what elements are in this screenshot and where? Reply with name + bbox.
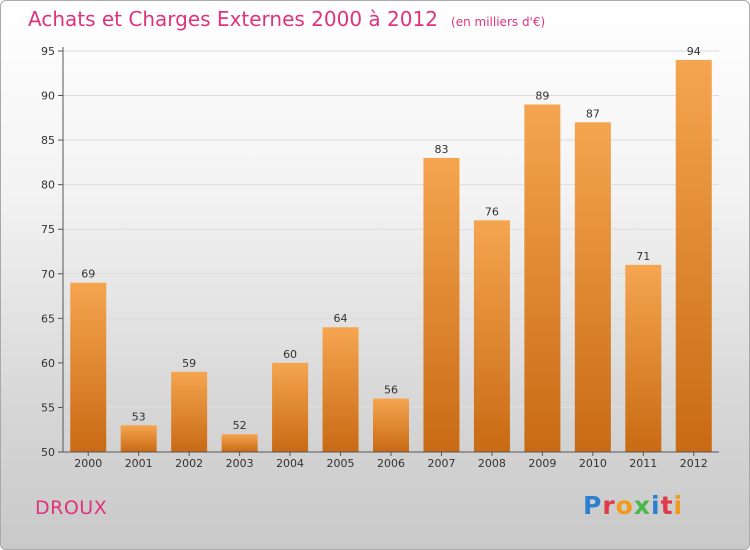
value-label-2006: 56 <box>384 384 398 397</box>
value-label-2008: 76 <box>485 205 499 218</box>
y-tick-label: 90 <box>41 90 55 103</box>
value-label-2001: 53 <box>132 410 146 423</box>
bar-2007 <box>423 157 460 452</box>
bar-2006 <box>373 398 409 452</box>
bar-2001 <box>120 425 157 452</box>
value-labels: 69 53 59 52 60 64 56 83 76 89 87 71 94 <box>81 45 701 432</box>
y-tick-label: 85 <box>41 134 55 147</box>
y-axis-ticks: 50 55 60 65 70 75 80 85 90 95 <box>41 45 63 459</box>
grid-lines <box>63 50 719 408</box>
bar-2011 <box>625 264 662 452</box>
axes <box>62 47 719 456</box>
x-tick-label-2008: 2008 <box>478 457 506 470</box>
brand-letter: i <box>673 491 684 520</box>
value-label-2003: 52 <box>233 419 247 432</box>
x-tick-label-2010: 2010 <box>579 457 607 470</box>
brand-letter: i <box>651 491 661 520</box>
x-tick-label-2012: 2012 <box>680 457 708 470</box>
brand-logo: Proxiti <box>583 491 683 520</box>
y-tick-label: 80 <box>41 179 55 192</box>
y-tick-label: 50 <box>41 446 55 459</box>
x-tick-label-2000: 2000 <box>74 457 102 470</box>
bar-2009 <box>524 104 561 452</box>
chart-title: Achats et Charges Externes 2000 à 2012 <box>28 7 438 31</box>
brand-letter: o <box>615 491 634 520</box>
x-tick-label-2004: 2004 <box>276 457 304 470</box>
chart-unit: (en milliers d'€) <box>451 15 546 29</box>
y-tick-label: 65 <box>41 312 55 325</box>
y-tick-label: 70 <box>41 268 55 281</box>
y-tick-label: 95 <box>41 45 55 58</box>
value-label-2002: 59 <box>182 357 196 370</box>
bar-2003 <box>221 434 258 452</box>
x-tick-label-2001: 2001 <box>125 457 153 470</box>
value-label-2007: 83 <box>434 143 448 156</box>
y-tick-label: 75 <box>41 223 55 236</box>
bar-2008 <box>473 220 510 452</box>
bar-2000 <box>70 282 107 452</box>
value-label-2010: 87 <box>586 107 600 120</box>
value-label-2004: 60 <box>283 348 297 361</box>
value-label-2005: 64 <box>334 312 348 325</box>
bar-2012 <box>675 59 712 453</box>
title-row: Achats et Charges Externes 2000 à 2012 (… <box>28 7 545 31</box>
bar-2010 <box>574 122 611 453</box>
x-tick-label-2005: 2005 <box>327 457 355 470</box>
x-tick-label-2007: 2007 <box>427 457 455 470</box>
brand-letter: x <box>633 491 651 520</box>
value-label-2000: 69 <box>81 268 95 281</box>
x-tick-label-2006: 2006 <box>377 457 405 470</box>
brand-letter: t <box>660 491 674 520</box>
bar-2002 <box>171 371 208 452</box>
x-tick-label-2011: 2011 <box>629 457 657 470</box>
value-label-2011: 71 <box>636 250 650 263</box>
x-tick-label-2003: 2003 <box>226 457 254 470</box>
x-axis-labels: 2000 2001 2002 2003 2004 2005 2006 2007 2008 2009… <box>74 457 708 470</box>
bar-2005 <box>322 327 359 452</box>
bar-2004 <box>272 362 309 452</box>
y-tick-label: 60 <box>41 357 55 370</box>
value-label-2009: 89 <box>535 89 549 102</box>
brand-letter: r <box>602 491 616 520</box>
city-name: DROUX <box>35 497 108 519</box>
brand-letter: P <box>583 491 603 520</box>
value-label-2012: 94 <box>687 45 701 58</box>
x-tick-label-2002: 2002 <box>175 457 203 470</box>
bars <box>70 59 712 453</box>
x-tick-label-2009: 2009 <box>528 457 556 470</box>
y-tick-label: 55 <box>41 401 55 414</box>
